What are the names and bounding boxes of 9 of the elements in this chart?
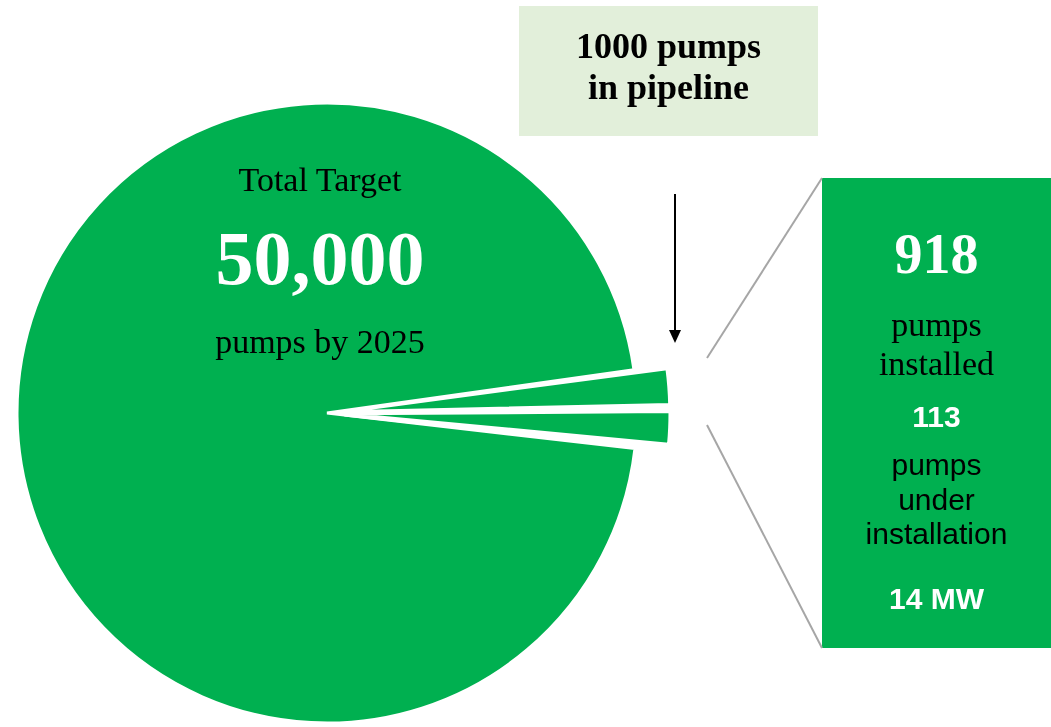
text: 50,000 [214, 215, 426, 302]
text: 1000 pumps in pipeline [574, 26, 763, 109]
text: 113 [911, 400, 962, 435]
text: 918 [893, 222, 980, 287]
text: Total Target [237, 160, 403, 200]
text: 14 MW [888, 582, 985, 617]
text: pumps installed [877, 305, 996, 384]
text: pumps by 2025 [214, 322, 426, 362]
text: pumps under installation [864, 448, 1009, 552]
